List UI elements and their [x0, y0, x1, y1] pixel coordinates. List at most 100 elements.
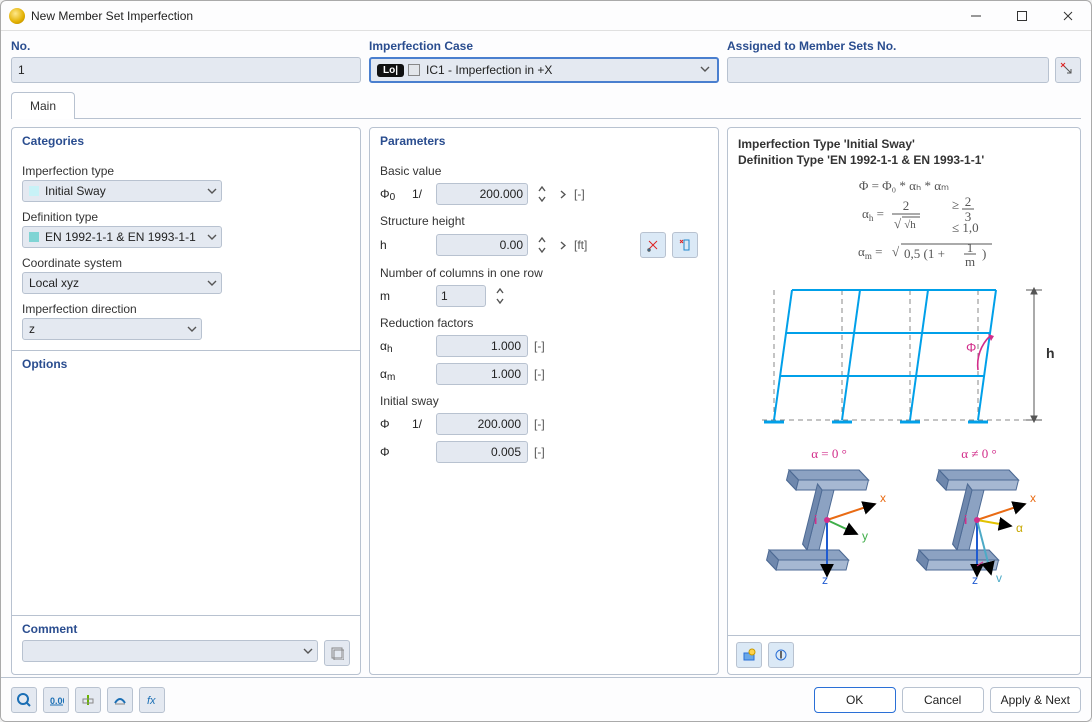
chevron-down-icon	[699, 63, 711, 77]
m-input[interactable]: 1	[436, 285, 486, 307]
svg-text:αm =: αm =	[858, 244, 882, 261]
coordinate-system-value: Local xyz	[29, 276, 79, 290]
chevron-down-icon	[187, 322, 197, 336]
minimize-button[interactable]	[953, 1, 999, 31]
definition-type-value: EN 1992-1-1 & EN 1993-1-1	[45, 230, 196, 244]
tool-button-3[interactable]	[75, 687, 101, 713]
phi-abs-symbol: Φ	[380, 445, 406, 459]
close-button[interactable]	[1045, 1, 1091, 31]
initial-sway-label: Initial sway	[380, 394, 708, 408]
svg-text:Φ = Φ₀ * αₕ * αₘ: Φ = Φ₀ * αₕ * αₘ	[859, 178, 949, 193]
imperfection-type-select[interactable]: Initial Sway	[22, 180, 222, 202]
alpha-m-value: 1.000	[436, 363, 528, 385]
spin-down-button[interactable]	[494, 296, 506, 306]
comment-field[interactable]	[22, 640, 318, 662]
step-right-button[interactable]	[556, 188, 568, 200]
no-field[interactable]: 1	[11, 57, 361, 83]
step-right-button[interactable]	[556, 239, 568, 251]
chevron-down-icon	[207, 230, 217, 244]
tool-button-4[interactable]	[107, 687, 133, 713]
svg-text:αh =: αh =	[862, 206, 884, 223]
svg-text:x: x	[1030, 491, 1036, 505]
svg-text:α = 0 °: α = 0 °	[811, 446, 847, 461]
spin-down-button[interactable]	[536, 194, 548, 204]
height-pick-button[interactable]	[640, 232, 666, 258]
chevron-down-icon	[207, 276, 217, 290]
assigned-field[interactable]	[727, 57, 1049, 83]
phi-inv-value: 200.000	[436, 413, 528, 435]
units-button[interactable]: 0.00	[43, 687, 69, 713]
phi-abs-value: 0.005	[436, 441, 528, 463]
alpha-h-unit: [-]	[534, 339, 558, 353]
phi0-unit: [-]	[574, 187, 598, 201]
assigned-label: Assigned to Member Sets No.	[727, 39, 1081, 55]
case-swatch	[408, 64, 420, 76]
alpha-h-value: 1.000	[436, 335, 528, 357]
imperfection-type-value: Initial Sway	[45, 184, 106, 198]
columns-label: Number of columns in one row	[380, 266, 708, 280]
parameters-heading: Parameters	[370, 128, 718, 152]
info-diagram-button-1[interactable]	[736, 642, 762, 668]
maximize-button[interactable]	[999, 1, 1045, 31]
imperfection-direction-value: z	[29, 322, 35, 336]
svg-text:√h: √h	[904, 219, 916, 231]
ok-button[interactable]: OK	[814, 687, 896, 713]
phi0-prefix: 1/	[412, 187, 430, 201]
definition-type-swatch	[29, 232, 39, 242]
help-button[interactable]	[11, 687, 37, 713]
height-measure-button[interactable]	[672, 232, 698, 258]
definition-type-label: Definition type	[22, 210, 350, 224]
coordinate-system-label: Coordinate system	[22, 256, 350, 270]
phi-prefix: 1/	[412, 417, 430, 431]
basic-value-label: Basic value	[380, 164, 708, 178]
reduction-factors-label: Reduction factors	[380, 316, 708, 330]
svg-text:α: α	[1016, 521, 1023, 535]
svg-text:x: x	[880, 491, 886, 505]
cancel-button[interactable]: Cancel	[902, 687, 984, 713]
h-symbol: h	[380, 238, 406, 252]
no-value: 1	[18, 63, 354, 77]
no-label: No.	[11, 39, 361, 55]
spin-down-button[interactable]	[536, 245, 548, 255]
h-input[interactable]: 0.00	[436, 234, 528, 256]
svg-text:Φ: Φ	[966, 340, 976, 355]
formula-button[interactable]: fx	[139, 687, 165, 713]
svg-text:i: i	[964, 513, 967, 527]
chevron-down-icon	[303, 644, 313, 658]
info-diagram: Φ = Φ₀ * αₕ * αₘ αh = 2 √ √h ≥ 2 3 ≤ 1,0	[728, 170, 1080, 635]
options-heading: Options	[12, 350, 360, 375]
info-diagram-button-2[interactable]: i	[768, 642, 794, 668]
svg-text:): )	[982, 246, 986, 261]
definition-type-select[interactable]: EN 1992-1-1 & EN 1993-1-1	[22, 226, 222, 248]
spin-up-button[interactable]	[536, 184, 548, 194]
svg-text:y: y	[862, 529, 868, 543]
imperfection-case-label: Imperfection Case	[369, 39, 719, 55]
m-symbol: m	[380, 289, 406, 303]
svg-text:2: 2	[965, 194, 972, 209]
imperfection-type-label: Imperfection type	[22, 164, 350, 178]
phi-inv-unit: [-]	[534, 417, 558, 431]
apply-next-button[interactable]: Apply & Next	[990, 687, 1081, 713]
svg-text:z: z	[972, 573, 978, 587]
spin-up-button[interactable]	[494, 286, 506, 296]
imperfection-direction-select[interactable]: z	[22, 318, 202, 340]
svg-text:i: i	[814, 513, 817, 527]
phi-symbol: Φ	[380, 417, 406, 431]
phi-abs-unit: [-]	[534, 445, 558, 459]
svg-text:√: √	[892, 244, 900, 259]
comment-edit-button[interactable]	[324, 640, 350, 666]
svg-text:z: z	[822, 573, 828, 587]
tab-main[interactable]: Main	[11, 92, 75, 119]
svg-text:fx: fx	[147, 695, 156, 707]
h-unit: [ft]	[574, 238, 598, 252]
phi0-input[interactable]: 200.000	[436, 183, 528, 205]
case-text: IC1 - Imperfection in +X	[426, 63, 711, 77]
imperfection-type-swatch	[29, 186, 39, 196]
spin-up-button[interactable]	[536, 235, 548, 245]
svg-text:h: h	[1046, 345, 1055, 361]
titlebar: New Member Set Imperfection	[1, 1, 1091, 31]
pick-members-button[interactable]	[1055, 57, 1081, 83]
svg-text:0,5 (1 +: 0,5 (1 +	[904, 246, 945, 261]
coordinate-system-select[interactable]: Local xyz	[22, 272, 222, 294]
imperfection-case-select[interactable]: Lo| IC1 - Imperfection in +X	[369, 57, 719, 83]
